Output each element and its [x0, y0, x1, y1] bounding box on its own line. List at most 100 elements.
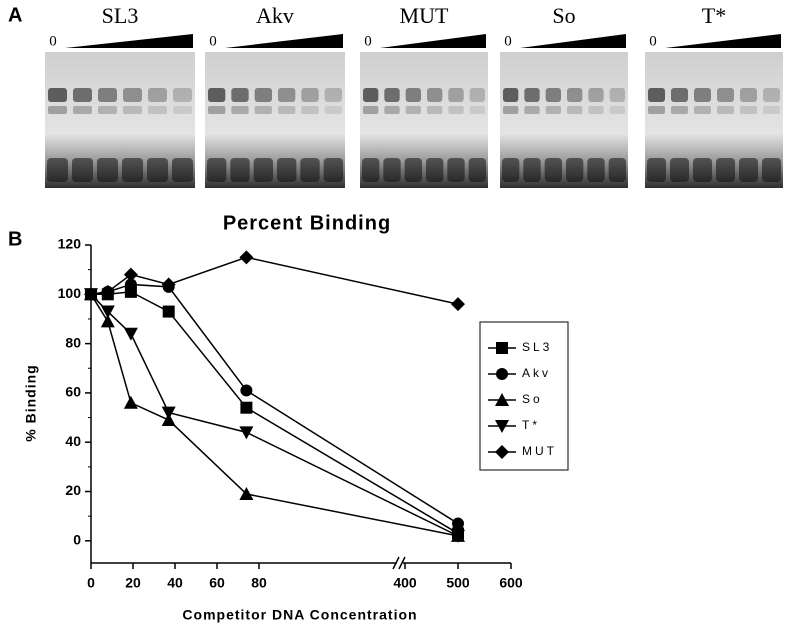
gel-free-probe [587, 158, 605, 182]
gel-band [73, 88, 92, 102]
gel-band [763, 88, 780, 102]
gel-band [740, 106, 757, 114]
gel-image [360, 52, 488, 188]
gel-band [545, 106, 561, 114]
y-tick-label: 100 [58, 285, 82, 301]
gel-free-probe [362, 158, 380, 182]
gel-band [384, 88, 400, 102]
gel-band [694, 106, 711, 114]
gel-zero: 0 [209, 33, 217, 49]
legend-label: SL3 [522, 340, 552, 354]
gel-wedge [665, 34, 781, 48]
legend-label: MUT [522, 444, 557, 458]
gel-free-probe [230, 158, 250, 182]
legend-label: So [522, 392, 543, 406]
gel-wedge [520, 34, 626, 48]
gel-image [205, 52, 345, 188]
data-point [100, 305, 115, 319]
gel-free-probe [47, 158, 68, 182]
data-point [100, 314, 115, 328]
gel-band [384, 106, 400, 114]
gel-band [148, 106, 167, 114]
data-point [161, 277, 176, 292]
gel-band [254, 106, 272, 114]
gel-band [648, 88, 665, 102]
gel-band [405, 88, 421, 102]
gel-free-probe [253, 158, 273, 182]
series-line [90, 256, 459, 305]
gel-band [524, 88, 540, 102]
gel-free-probe [97, 158, 118, 182]
gel-band [567, 106, 583, 114]
gel-free-probe [72, 158, 93, 182]
gel-free-probe [523, 158, 541, 182]
y-tick-label: 20 [65, 482, 81, 498]
data-point [123, 395, 138, 409]
gel-band [363, 106, 379, 114]
axis-break [392, 556, 406, 570]
gel-band [98, 106, 117, 114]
gel-band [609, 106, 625, 114]
x-tick-label: 0 [87, 575, 95, 591]
legend-marker [495, 445, 509, 459]
gel-free-probe [670, 158, 689, 182]
gel-free-probe [172, 158, 193, 182]
gel-free-probe [502, 158, 520, 182]
gel-wedge [380, 34, 486, 48]
data-point [123, 267, 138, 282]
gel-free-probe [739, 158, 758, 182]
gel-band [324, 106, 342, 114]
gel-band [545, 88, 561, 102]
gel-band [98, 88, 117, 102]
gel-band [123, 88, 142, 102]
data-point [239, 426, 254, 440]
gel-band [588, 88, 604, 102]
gel-band [301, 106, 319, 114]
gel-free-probe [277, 158, 297, 182]
gel-band [324, 88, 342, 102]
x-tick-label: 400 [393, 575, 417, 591]
x-tick-label: 40 [167, 575, 183, 591]
y-tick-label: 80 [65, 334, 81, 350]
chart-title: Percent Binding [223, 212, 391, 234]
series-line [90, 293, 459, 537]
gel-free-probe [762, 158, 781, 182]
data-point [240, 384, 253, 397]
gel-band [405, 106, 421, 114]
data-point [240, 401, 253, 414]
gel-label: So [552, 3, 575, 28]
series-line [90, 283, 459, 525]
gel-free-probe [426, 158, 444, 182]
y-tick-label: 0 [73, 532, 81, 548]
gel-free-probe [647, 158, 666, 182]
gel-band [524, 106, 540, 114]
gel-band [173, 88, 192, 102]
gel-zero: 0 [49, 33, 57, 49]
legend-marker [496, 342, 508, 354]
gel-band [427, 88, 443, 102]
gel-band [278, 88, 296, 102]
gel-band [588, 106, 604, 114]
gel-zero: 0 [649, 33, 657, 49]
series-line [91, 291, 459, 535]
gel-band [503, 88, 519, 102]
data-point [124, 285, 137, 298]
legend-label: T* [522, 418, 540, 432]
gel-free-probe [468, 158, 486, 182]
x-tick-label: 20 [125, 575, 141, 591]
gel-free-probe [147, 158, 168, 182]
gel-band [208, 88, 226, 102]
data-point [451, 297, 465, 312]
gel-free-probe [566, 158, 584, 182]
gel-free-probe [300, 158, 320, 182]
gel-band [254, 88, 272, 102]
gel-band [148, 88, 167, 102]
gel-band [231, 106, 249, 114]
gel-image [45, 52, 195, 188]
gel-band [278, 106, 296, 114]
legend-marker [495, 420, 509, 433]
gel-free-probe [716, 158, 735, 182]
gel-band [503, 106, 519, 114]
gel-band [717, 88, 734, 102]
gel-free-probe [608, 158, 626, 182]
